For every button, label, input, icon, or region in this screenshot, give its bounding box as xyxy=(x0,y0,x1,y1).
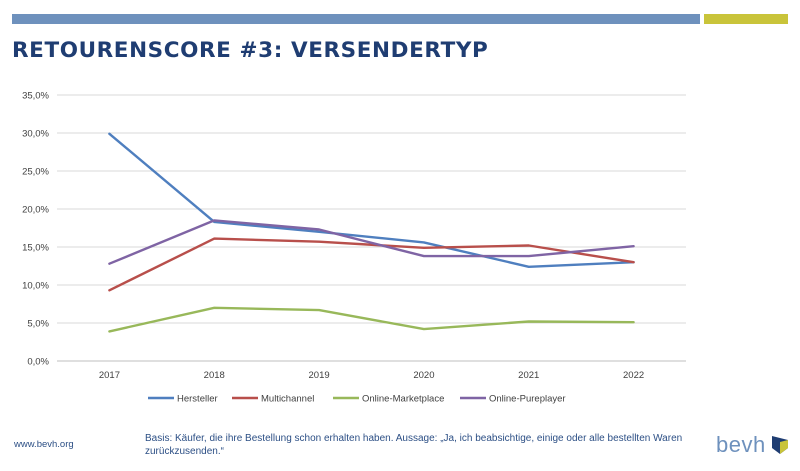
footer-note: Basis: Käufer, die ihre Bestellung schon… xyxy=(145,433,683,457)
y-tick-label: 25,0% xyxy=(22,167,49,178)
y-tick-label: 10,0% xyxy=(22,281,49,292)
y-tick-label: 35,0% xyxy=(22,91,49,102)
x-axis-tick-labels: 2017 2018 2019 2020 2021 2022 xyxy=(99,370,644,381)
x-tick-label: 2020 xyxy=(413,370,434,381)
series-line-multichannel xyxy=(108,237,635,292)
header-accent-bar-yellow xyxy=(704,14,788,24)
x-tick-label: 2017 xyxy=(99,370,120,381)
legend-label: Online-Marketplace xyxy=(362,394,444,405)
logo-text: bevh xyxy=(716,432,766,457)
legend-label: Multichannel xyxy=(261,394,314,405)
y-tick-label: 0,0% xyxy=(27,357,49,368)
bevh-logo: bevh xyxy=(716,432,792,462)
series-line-hersteller xyxy=(108,132,635,268)
x-tick-label: 2022 xyxy=(623,370,644,381)
series-line-online-pureplayer xyxy=(108,219,635,265)
legend-label: Hersteller xyxy=(177,394,218,405)
legend-label: Online-Pureplayer xyxy=(489,394,566,405)
y-axis-tick-labels: 0,0% 5,0% 10,0% 15,0% 20,0% 25,0% 30,0% 35,0% xyxy=(22,91,49,368)
footer-url[interactable]: www.bevh.org xyxy=(14,439,74,450)
x-tick-label: 2021 xyxy=(518,370,539,381)
y-tick-label: 20,0% xyxy=(22,205,49,216)
series-line-online-marketplace xyxy=(108,306,635,333)
y-tick-label: 5,0% xyxy=(27,319,49,330)
page-title: RETOURENSCORE #3: VERSENDERTYP xyxy=(12,38,489,63)
x-tick-label: 2019 xyxy=(309,370,330,381)
y-tick-label: 30,0% xyxy=(22,129,49,140)
chart-series-lines xyxy=(108,132,635,333)
chart-legend: Hersteller Multichannel Online-Marketplace… xyxy=(148,394,566,405)
y-tick-label: 15,0% xyxy=(22,243,49,254)
x-tick-label: 2018 xyxy=(204,370,225,381)
header-accent-bar-blue xyxy=(12,14,700,24)
logo-mark-icon xyxy=(772,436,788,454)
